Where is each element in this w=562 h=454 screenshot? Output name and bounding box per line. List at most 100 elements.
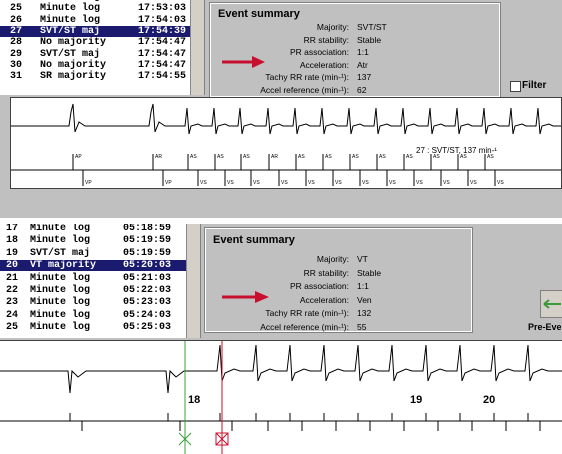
- summary-label: Majority:: [316, 22, 349, 32]
- log-time: 17:54:39: [138, 25, 187, 37]
- atrial-marker: AS: [190, 154, 197, 160]
- summary-value: Stable: [357, 267, 382, 278]
- log-time: 17:54:47: [138, 48, 187, 60]
- log-time: 05:24:03: [123, 309, 172, 321]
- summary-value: SVT/ST: [357, 22, 387, 32]
- atrial-marker: AR: [155, 154, 162, 160]
- log-row[interactable]: 28 No majority 17:54:47: [0, 37, 190, 48]
- summary-value: Stable: [357, 34, 382, 45]
- atrial-marker: AS: [352, 154, 359, 160]
- log-row[interactable]: 27 SVT/ST maj 17:54:39: [0, 25, 190, 37]
- log-number: 22: [6, 285, 19, 296]
- summary-label: Acceleration:: [299, 59, 349, 70]
- log-time: 17:54:03: [138, 14, 187, 26]
- log-row[interactable]: 18 Minute log 05:19:59: [0, 235, 186, 246]
- summary-label: Accel reference (min-¹):: [260, 322, 349, 332]
- summary-value: 137: [357, 72, 372, 83]
- log-row[interactable]: 19 SVT/ST maj 05:19:59: [0, 248, 186, 259]
- log-row[interactable]: 23 Minute log 05:23:03: [0, 297, 186, 308]
- event-log: 24 Minute log 17:52:03 25 Minute log 17:53:03…: [0, 0, 205, 95]
- ventricular-marker: VS: [308, 180, 315, 186]
- log-type: VT majority: [30, 260, 97, 272]
- log-number: 25: [6, 322, 19, 334]
- log-row[interactable]: 29 SVT/ST maj 17:54:47: [0, 49, 190, 60]
- ventricular-marker: VS: [362, 180, 369, 186]
- filter-checkbox[interactable]: [510, 81, 521, 92]
- scrollbar[interactable]: [186, 224, 200, 338]
- ventricular-marker: VS: [227, 180, 234, 186]
- log-time: 17:54:55: [138, 71, 187, 83]
- log-type: SVT/ST maj: [40, 48, 101, 60]
- log-type: SR majority: [40, 71, 107, 83]
- summary-value: Atr: [357, 59, 368, 70]
- log-type: Minute log: [30, 297, 91, 309]
- event-panel: 24 Minute log 17:52:03 25 Minute log 17:53:03…: [0, 0, 562, 218]
- ventricular-marker: VS: [281, 180, 288, 186]
- ecg-strip: AP AR AS AS AS AR AS AS AS AS AS AS AS AS VP VP VS VS VS VS…: [10, 97, 562, 189]
- ventricular-marker: VS: [470, 180, 477, 186]
- summary-label: RR stability:: [303, 34, 349, 45]
- log-number: 25: [10, 3, 23, 15]
- summary-value: 1:1: [357, 47, 369, 58]
- summary-label: Tachy RR rate (min-¹):: [265, 308, 349, 319]
- log-time: 05:20:03: [123, 260, 172, 272]
- beat-label: 18: [188, 394, 200, 406]
- log-time: 17:53:03: [138, 3, 187, 15]
- log-time: 17:54:47: [138, 37, 187, 49]
- scrollbar[interactable]: [190, 0, 204, 95]
- log-type: Minute log: [30, 235, 91, 247]
- event-panel: 17 Minute log 05:18:59 18 Minute log 05:19:59…: [0, 224, 562, 454]
- beat-label: 20: [483, 394, 495, 406]
- log-time: 05:19:59: [123, 235, 172, 247]
- summary-title: Event summary: [213, 234, 295, 246]
- filter-label: Filter: [522, 80, 547, 91]
- summary-value: 132: [357, 308, 372, 319]
- event-summary: Event summary Majority: VT RR stability: Sta…: [204, 227, 473, 333]
- log-row[interactable]: 25 Minute log 17:53:03: [0, 3, 190, 14]
- log-row[interactable]: 24 Minute log 17:52:03: [0, 0, 190, 3]
- log-number: 31: [10, 71, 23, 83]
- log-row[interactable]: 22 Minute log 05:22:03: [0, 285, 186, 296]
- log-type: Minute log: [40, 14, 101, 26]
- log-row[interactable]: 17 Minute log 05:18:59: [0, 224, 186, 234]
- summary-label: Tachy RR rate (min-¹):: [265, 72, 349, 83]
- log-row[interactable]: 31 SR majority 17:54:55: [0, 71, 190, 82]
- ventricular-marker: VS: [253, 180, 260, 186]
- pre-event-button[interactable]: [540, 290, 562, 318]
- log-time: 05:25:03: [123, 322, 172, 334]
- atrial-marker: AP: [75, 154, 82, 160]
- ventricular-marker: VS: [200, 180, 207, 186]
- log-number: 21: [6, 272, 19, 284]
- log-number: 30: [10, 59, 23, 71]
- ventricular-marker: VS: [335, 180, 342, 186]
- summary-label: Acceleration:: [299, 294, 349, 305]
- atrial-marker: AS: [243, 154, 250, 160]
- log-time: 05:22:03: [123, 285, 172, 296]
- arrow: [222, 291, 269, 303]
- log-number: 18: [6, 235, 19, 247]
- log-row[interactable]: 20 VT majority 05:20:03: [0, 260, 186, 272]
- log-row[interactable]: 26 Minute log 17:54:03: [0, 15, 190, 26]
- log-row[interactable]: 21 Minute log 05:21:03: [0, 273, 186, 284]
- ecg-trace: [11, 103, 561, 135]
- log-row[interactable]: 30 No majority 17:54:47: [0, 60, 190, 71]
- atrial-marker: AS: [460, 154, 467, 160]
- ecg-trace: [0, 344, 562, 394]
- summary-value: Ven: [357, 294, 372, 305]
- atrial-marker: AS: [406, 154, 413, 160]
- ventricular-marker: VS: [443, 180, 450, 186]
- summary-value: VT: [357, 254, 368, 264]
- ventricular-marker: VP: [85, 180, 92, 186]
- atrial-marker: AS: [379, 154, 386, 160]
- atrial-marker: AR: [271, 154, 278, 160]
- ventricular-marker: VS: [497, 180, 504, 186]
- cursor-red-box: [215, 432, 229, 446]
- log-time: 05:21:03: [123, 272, 172, 284]
- log-type: Minute log: [40, 0, 100, 3]
- log-row[interactable]: 25 Minute log 05:25:03: [0, 322, 186, 333]
- button-label: Pre-Eve: [528, 322, 562, 332]
- log-number: 23: [6, 297, 19, 309]
- log-number: 27: [10, 25, 23, 37]
- log-row[interactable]: 24 Minute log 05:24:03: [0, 310, 186, 321]
